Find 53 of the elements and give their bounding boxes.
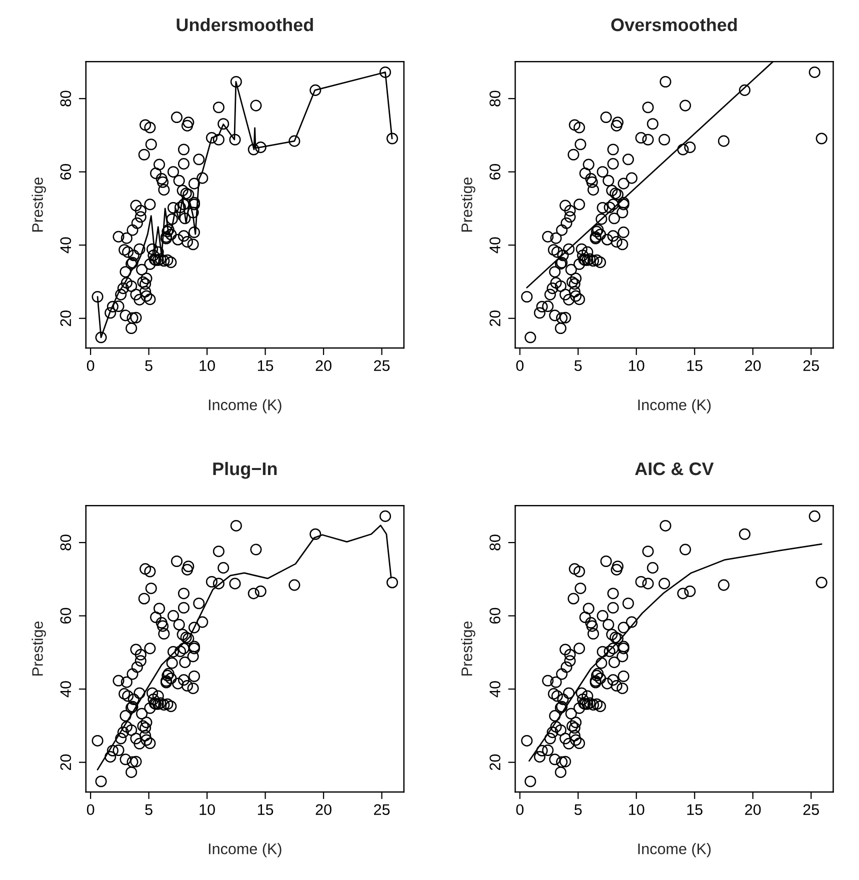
y-axis-title: Prestige	[32, 177, 46, 232]
x-tick-label: 0	[86, 804, 94, 816]
x-axis-title: Income (K)	[208, 399, 282, 414]
line-series	[528, 543, 822, 762]
x-tick-label: 0	[516, 804, 524, 816]
y-tick-label: 60	[490, 164, 500, 180]
x-axis-title: Income (K)	[638, 399, 711, 414]
y-tick-label: 20	[490, 310, 500, 326]
x-tick-label: 15	[258, 804, 274, 816]
chart-title: Undersmoothed	[176, 18, 313, 32]
x-tick-label: 25	[803, 360, 819, 372]
y-tick-label: 60	[490, 608, 500, 624]
y-tick-label: 60	[60, 608, 72, 624]
x-tick-label: 20	[745, 804, 761, 816]
x-tick-label: 5	[145, 360, 152, 372]
x-tick-label: 5	[574, 804, 582, 816]
chart-title: Oversmoothed	[611, 18, 737, 32]
x-tick-label: 5	[145, 804, 152, 816]
x-tick-label: 15	[258, 360, 274, 372]
y-tick-label: 80	[60, 534, 72, 550]
y-tick-label: 80	[490, 534, 500, 550]
x-tick-label: 25	[374, 360, 390, 372]
x-tick-label: 25	[803, 804, 819, 816]
chart-title: AIC & CV	[635, 462, 714, 476]
x-tick-label: 10	[200, 804, 215, 816]
y-tick-label: 20	[490, 754, 500, 770]
y-axis-title: Prestige	[32, 621, 46, 676]
x-axis-title: Income (K)	[208, 843, 282, 858]
y-tick-label: 40	[490, 681, 500, 698]
x-tick-label: 20	[745, 360, 761, 372]
y-axis-title: Prestige	[461, 177, 476, 232]
x-tick-label: 20	[316, 360, 332, 372]
x-tick-label: 0	[516, 360, 524, 372]
x-tick-label: 10	[629, 804, 644, 816]
x-tick-label: 15	[687, 360, 702, 372]
x-tick-label: 25	[374, 804, 390, 816]
x-tick-label: 10	[629, 360, 644, 372]
x-tick-label: 0	[86, 360, 94, 372]
y-tick-label: 60	[60, 164, 72, 180]
y-tick-label: 80	[60, 90, 72, 106]
chart-title: Plug−In	[213, 462, 277, 479]
x-axis-title: Income (K)	[638, 843, 711, 858]
x-tick-label: 5	[574, 360, 582, 372]
y-tick-label: 40	[60, 681, 72, 698]
x-tick-label: 15	[687, 804, 702, 816]
y-tick-label: 20	[60, 310, 72, 326]
y-tick-label: 40	[490, 237, 500, 254]
x-tick-label: 20	[316, 804, 332, 816]
y-axis-title: Prestige	[461, 621, 476, 676]
y-tick-label: 20	[60, 754, 72, 770]
y-tick-label: 80	[490, 90, 500, 106]
y-tick-label: 40	[60, 237, 72, 254]
x-tick-label: 10	[200, 360, 215, 372]
